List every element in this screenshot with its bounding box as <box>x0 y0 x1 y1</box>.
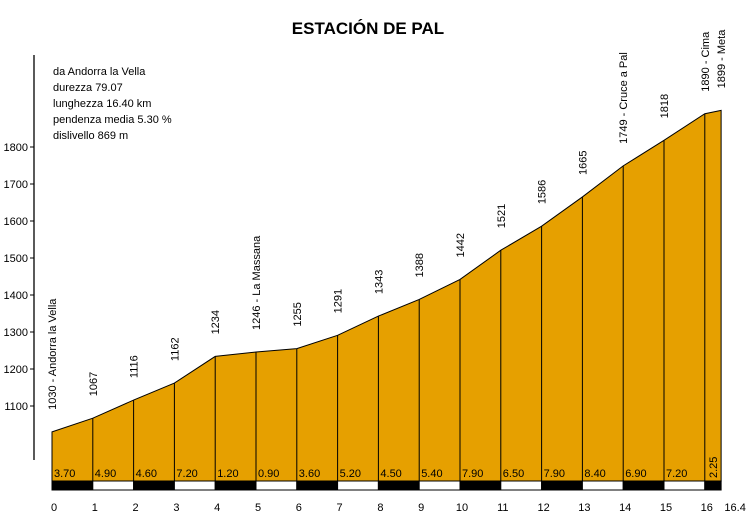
km-strip-segment <box>663 480 706 491</box>
x-tick-label: 5 <box>255 502 261 514</box>
gradient-label: 0.90 <box>258 468 279 480</box>
km-strip-segment <box>51 480 94 491</box>
km-strip-segment <box>704 480 722 491</box>
info-line: pendenza media 5.30 % <box>53 114 172 126</box>
info-line: lunghezza 16.40 km <box>53 98 151 110</box>
altitude-label: 1255 <box>292 302 304 326</box>
y-tick-label: 1700 <box>4 179 28 191</box>
y-tick-label: 1800 <box>4 142 28 154</box>
gradient-label: 7.20 <box>176 468 197 480</box>
altitude-label: 1116 <box>129 355 141 378</box>
profile-area <box>51 109 722 482</box>
gradient-label: 3.60 <box>299 468 320 480</box>
altitude-label: 1586 <box>537 180 549 204</box>
altitude-label: 1291 <box>333 289 345 313</box>
altitude-label: 1067 <box>88 372 100 396</box>
chart-title: ESTACIÓN DE PAL <box>292 19 444 38</box>
gradient-label: 3.70 <box>54 468 75 480</box>
x-tick-label: 8 <box>377 502 383 514</box>
km-strip-segment <box>214 480 257 491</box>
km-strip-segment <box>418 480 461 491</box>
altitude-label: 1442 <box>455 233 467 257</box>
y-tick-label: 1300 <box>4 327 28 339</box>
x-tick-label: 16 <box>701 502 713 514</box>
x-tick-label: 7 <box>337 502 343 514</box>
y-tick-label: 1100 <box>4 401 28 413</box>
x-tick-label: 13 <box>578 502 590 514</box>
km-strip-segment <box>581 480 624 491</box>
altitude-label: 1521 <box>496 204 508 228</box>
gradient-label: 7.90 <box>544 468 565 480</box>
x-tick-label: 2 <box>133 502 139 514</box>
x-tick-label: 10 <box>456 502 468 514</box>
x-tick-label: 6 <box>296 502 302 514</box>
gradient-label: 5.40 <box>421 468 442 480</box>
altitude-label: 1343 <box>373 270 385 294</box>
km-strip-segment <box>459 480 502 491</box>
gradient-label: 8.40 <box>584 468 605 480</box>
info-line: durezza 79.07 <box>53 82 123 94</box>
gradient-label: 6.50 <box>503 468 524 480</box>
x-tick-label: 11 <box>497 502 508 514</box>
altitude-label: 1890 - Cima <box>700 31 712 92</box>
gradient-label: 4.60 <box>136 468 157 480</box>
x-tick-label: 14 <box>619 502 631 514</box>
km-strip-segment <box>296 480 339 491</box>
km-strip-segment <box>622 480 665 491</box>
altitude-label: 1749 - Cruce a Pal <box>618 52 630 144</box>
info-line: dislivello 869 m <box>53 130 128 142</box>
y-tick-label: 1600 <box>4 216 28 228</box>
x-tick-label: 1 <box>92 502 98 514</box>
x-tick-label: 3 <box>173 502 179 514</box>
km-strip-segment <box>500 480 543 491</box>
gradient-label: 7.20 <box>666 468 687 480</box>
x-tick-label: 15 <box>660 502 672 514</box>
altitude-label: 1246 - La Massana <box>251 235 263 330</box>
gradient-label: 6.90 <box>625 468 646 480</box>
x-tick-label: 4 <box>214 502 220 514</box>
altitude-label: 1665 <box>577 150 589 174</box>
km-strip-segment <box>541 480 583 491</box>
altitude-label: 1388 <box>414 253 426 277</box>
gradient-label: 4.90 <box>95 468 116 480</box>
x-tick-label: 9 <box>418 502 424 514</box>
x-tick-label: 12 <box>537 502 549 514</box>
x-tick-label: 16.4 <box>724 502 745 514</box>
info-line: da Andorra la Vella <box>53 66 146 78</box>
gradient-label: 4.50 <box>380 468 401 480</box>
gradient-label: 1.20 <box>217 468 238 480</box>
x-tick-label: 0 <box>51 502 57 514</box>
y-tick-label: 1500 <box>4 253 28 265</box>
climb-info: da Andorra la Vella durezza 79.07 lunghezz… <box>53 66 172 142</box>
km-strip-segment <box>92 480 135 491</box>
km-strip-segment <box>173 480 216 491</box>
km-strip-segment <box>377 480 420 491</box>
altitude-label: 1030 - Andorra la Vella <box>47 298 59 410</box>
km-strip-segment <box>133 480 175 491</box>
y-tick-label: 1400 <box>4 290 28 302</box>
km-strip-segment <box>337 480 379 491</box>
gradient-label: 5.20 <box>340 468 361 480</box>
km-strip-segment <box>255 480 298 491</box>
altitude-label: 1162 <box>169 337 181 361</box>
altitude-label: 1899 - Meta <box>716 29 728 89</box>
altitude-label: 1818 <box>659 94 671 118</box>
gradient-label: 7.90 <box>462 468 483 480</box>
y-tick-label: 1200 <box>4 364 28 376</box>
gradient-label: 2.25 <box>708 457 720 478</box>
altitude-label: 1234 <box>210 310 222 334</box>
